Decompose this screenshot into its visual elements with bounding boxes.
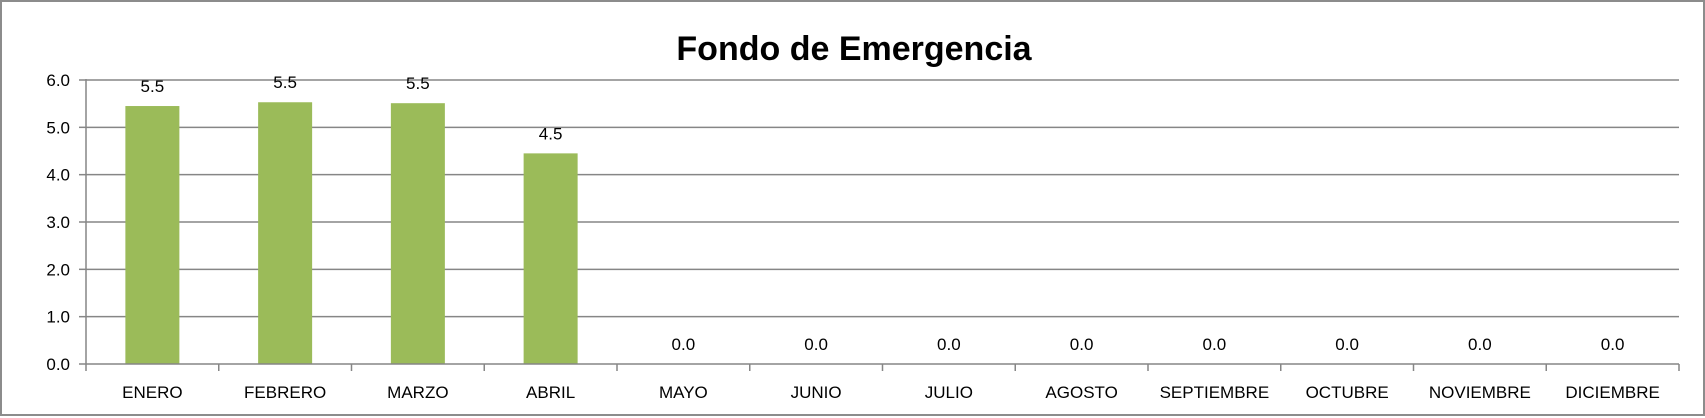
chart-title: Fondo de Emergencia: [676, 30, 1032, 68]
data-label: 0.0: [1070, 335, 1094, 354]
data-label: 0.0: [937, 335, 961, 354]
x-tick-label: OCTUBRE: [1306, 383, 1389, 402]
bar: [390, 103, 445, 365]
data-label: 0.0: [1203, 335, 1227, 354]
gridlines: [86, 79, 1679, 318]
data-label: 0.0: [672, 335, 696, 354]
x-axis: ENERO FEBRERO MARZO ABRIL MAYO JUNIO JULIO AGOS…: [85, 363, 1680, 402]
data-label: 0.0: [1468, 335, 1492, 354]
data-label: 5.5: [406, 74, 430, 93]
x-tick-label: MARZO: [387, 383, 448, 402]
data-label: 0.0: [1335, 335, 1359, 354]
bar: [523, 153, 578, 364]
bar: [125, 106, 180, 365]
bar: [258, 102, 313, 364]
data-label: 0.0: [804, 335, 828, 354]
data-label: 0.0: [1601, 335, 1625, 354]
x-tick-label: FEBRERO: [244, 383, 326, 402]
x-tick-label: AGOSTO: [1045, 383, 1117, 402]
data-labels: 5.5 5.5 5.5 4.5 0.0 0.0 0.0 0.0 0.0 0.0 0.0 0.0: [141, 73, 1625, 354]
y-tick-label: 4.0: [46, 166, 70, 185]
x-tick-label: ENERO: [122, 383, 182, 402]
y-tick-label: 1.0: [46, 308, 70, 327]
data-label: 4.5: [539, 124, 563, 143]
x-tick-label: MAYO: [659, 383, 708, 402]
data-label: 5.5: [273, 73, 297, 92]
bars: [125, 102, 578, 365]
y-tick-label: 2.0: [46, 260, 70, 279]
x-tick-label: SEPTIEMBRE: [1160, 383, 1270, 402]
y-axis-ticks: 0.0 1.0 2.0 3.0 4.0 5.0 6.0: [46, 71, 87, 374]
y-tick-label: 3.0: [46, 213, 70, 232]
x-tick-label: DICIEMBRE: [1565, 383, 1659, 402]
y-tick-label: 0.0: [46, 355, 70, 374]
y-tick-label: 5.0: [46, 118, 70, 137]
x-tick-label: NOVIEMBRE: [1429, 383, 1531, 402]
data-label: 5.5: [141, 77, 165, 96]
x-tick-label: ABRIL: [526, 383, 575, 402]
x-tick-label: JUNIO: [791, 383, 842, 402]
y-tick-label: 6.0: [46, 71, 70, 90]
x-tick-label: JULIO: [925, 383, 973, 402]
